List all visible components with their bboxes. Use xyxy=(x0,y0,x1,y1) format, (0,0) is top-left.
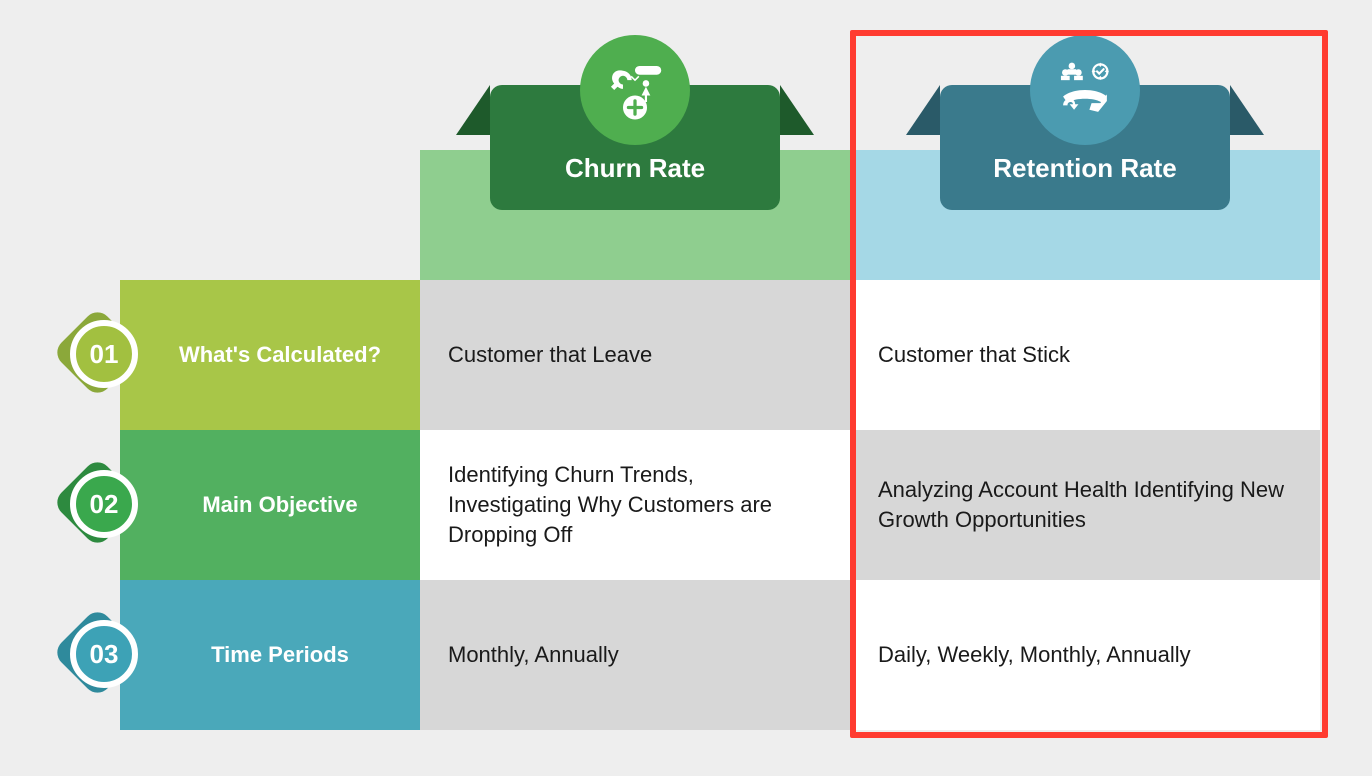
row-02-retention-text: Analyzing Account Health Identifying New… xyxy=(878,475,1292,534)
row-01-churn-text: Customer that Leave xyxy=(448,340,652,370)
rows-container: What's Calculated? 01 Customer that Leave C… xyxy=(60,280,1320,730)
row-01-label-bar: What's Calculated? xyxy=(120,280,420,430)
retention-fold-right xyxy=(1230,85,1264,135)
row-03-churn-cell: Monthly, Annually xyxy=(420,580,850,730)
row-01-number: 01 xyxy=(70,320,138,388)
row-02-label-bar: Main Objective xyxy=(120,430,420,580)
row-01-churn-cell: Customer that Leave xyxy=(420,280,850,430)
churn-fold-left xyxy=(456,85,490,135)
row-03-retention-cell: Daily, Weekly, Monthly, Annually xyxy=(850,580,1320,730)
churn-badge xyxy=(580,35,690,145)
row-03-retention-text: Daily, Weekly, Monthly, Annually xyxy=(878,640,1191,670)
churn-title-plaque: Churn Rate xyxy=(490,85,780,210)
row-02-retention-cell: Analyzing Account Health Identifying New… xyxy=(850,430,1320,580)
row-03-label-bar: Time Periods xyxy=(120,580,420,730)
row-01-retention-text: Customer that Stick xyxy=(878,340,1070,370)
header-row: Churn Rate xyxy=(60,20,1320,280)
row-03: Time Periods 03 Monthly, Annually Daily, We… xyxy=(60,580,1320,730)
row-02-number: 02 xyxy=(70,470,138,538)
retention-icon xyxy=(1050,55,1120,125)
row-02: Main Objective 02 Identifying Churn Trends… xyxy=(60,430,1320,580)
churn-icon xyxy=(600,55,670,125)
row-02-churn-text: Identifying Churn Trends, Investigating … xyxy=(448,460,822,549)
churn-fold-right xyxy=(780,85,814,135)
retention-title: Retention Rate xyxy=(993,153,1176,184)
row-03-label: Time Periods xyxy=(211,642,349,668)
row-02-label: Main Objective xyxy=(202,492,357,518)
row-03-number: 03 xyxy=(70,620,138,688)
retention-fold-left xyxy=(906,85,940,135)
row-01-retention-cell: Customer that Stick xyxy=(850,280,1320,430)
row-03-churn-text: Monthly, Annually xyxy=(448,640,619,670)
row-01-label: What's Calculated? xyxy=(179,342,381,368)
churn-title: Churn Rate xyxy=(565,153,705,184)
row-01: What's Calculated? 01 Customer that Leave C… xyxy=(60,280,1320,430)
retention-badge xyxy=(1030,35,1140,145)
row-02-churn-cell: Identifying Churn Trends, Investigating … xyxy=(420,430,850,580)
retention-title-plaque: Retention Rate xyxy=(940,85,1230,210)
comparison-infographic: Churn Rate xyxy=(60,20,1320,730)
